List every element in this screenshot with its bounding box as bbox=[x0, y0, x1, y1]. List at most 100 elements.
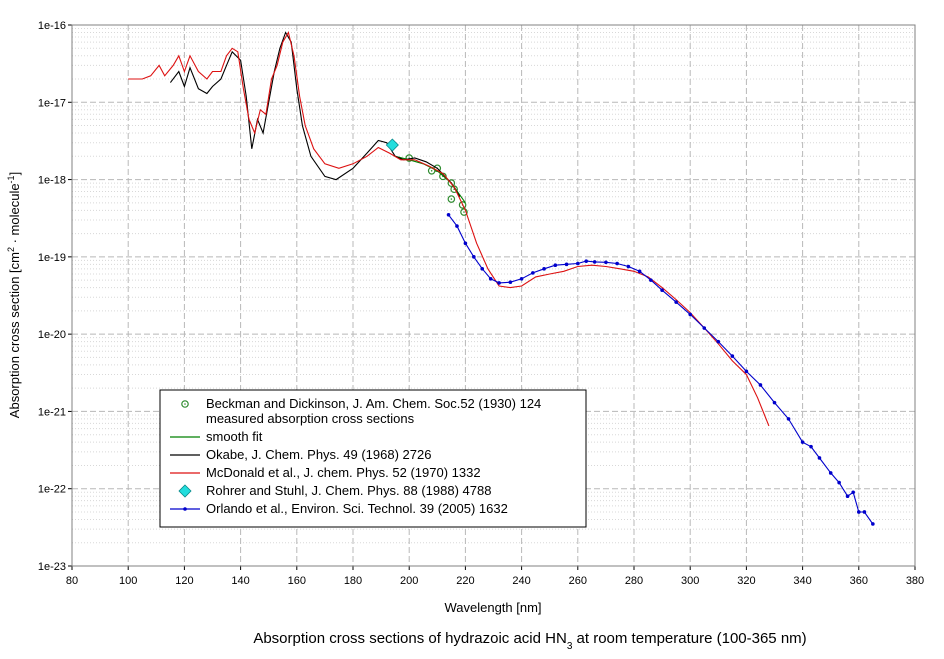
marker bbox=[183, 507, 187, 511]
marker bbox=[837, 480, 841, 485]
marker-center bbox=[450, 198, 453, 200]
y-axis-title-part: ] bbox=[7, 172, 22, 176]
plot-area bbox=[128, 31, 875, 526]
marker bbox=[871, 522, 875, 526]
marker bbox=[458, 201, 467, 209]
marker-center bbox=[430, 169, 433, 172]
x-tick-label: 120 bbox=[175, 575, 193, 587]
marker bbox=[857, 510, 861, 514]
marker-center bbox=[184, 403, 186, 405]
marker bbox=[851, 490, 855, 495]
marker bbox=[800, 440, 805, 444]
legend: Beckman and Dickinson, J. Am. Chem. Soc.… bbox=[159, 389, 587, 528]
marker bbox=[817, 456, 822, 460]
grid bbox=[68, 24, 916, 570]
marker bbox=[178, 484, 192, 498]
legend-label: Orlando et al., Environ. Sci. Technol. 3… bbox=[206, 501, 508, 516]
marker bbox=[604, 260, 608, 265]
chart-title-part: at room temperature (100-365 nm) bbox=[572, 630, 806, 647]
x-tick-label: 380 bbox=[906, 575, 924, 587]
series-line bbox=[128, 31, 770, 427]
marker bbox=[446, 213, 451, 217]
marker bbox=[626, 264, 631, 269]
y-axis-title-sup: 2 bbox=[6, 247, 16, 252]
x-tick-label: 220 bbox=[456, 575, 474, 587]
marker bbox=[828, 471, 833, 475]
marker bbox=[542, 267, 546, 271]
marker bbox=[584, 259, 589, 263]
marker bbox=[702, 326, 707, 330]
x-tick-label: 240 bbox=[512, 575, 530, 587]
marker bbox=[564, 262, 569, 267]
marker-center bbox=[463, 211, 465, 213]
marker bbox=[649, 278, 653, 282]
x-tick-label: 140 bbox=[231, 575, 249, 587]
marker bbox=[772, 400, 777, 405]
marker bbox=[862, 510, 867, 514]
legend-label: McDonald et al., J. chem. Phys. 52 (1970… bbox=[206, 465, 481, 480]
y-axis-title: Absorption cross section [cm2 · molecule… bbox=[6, 172, 22, 418]
y-axis-title-sup: -1 bbox=[6, 175, 16, 183]
x-tick-label: 160 bbox=[288, 575, 306, 587]
x-tick-label: 320 bbox=[737, 575, 755, 587]
marker bbox=[531, 271, 535, 275]
x-tick-label: 260 bbox=[569, 575, 587, 587]
x-axis-title: Wavelength [nm] bbox=[444, 600, 541, 615]
x-tick-label: 80 bbox=[66, 575, 78, 587]
legend-label: measured absorption cross sections bbox=[206, 411, 415, 426]
legend-label: Beckman and Dickinson, J. Am. Chem. Soc.… bbox=[206, 396, 541, 411]
marker bbox=[637, 269, 642, 274]
x-tick-label: 200 bbox=[400, 575, 418, 587]
marker bbox=[460, 208, 468, 216]
y-tick-label: 1e-16 bbox=[38, 20, 66, 32]
marker bbox=[450, 185, 458, 194]
x-tick-label: 360 bbox=[850, 575, 868, 587]
marker bbox=[576, 261, 580, 266]
marker bbox=[385, 138, 399, 152]
x-tick-label: 100 bbox=[119, 575, 137, 587]
marker bbox=[497, 281, 501, 285]
chart-title: Absorption cross sections of hydrazoic a… bbox=[253, 630, 806, 652]
marker bbox=[447, 179, 456, 187]
y-axis-title-part: · molecule bbox=[7, 183, 22, 247]
y-tick-label: 1e-23 bbox=[38, 561, 66, 573]
legend-label: smooth fit bbox=[206, 429, 263, 444]
marker bbox=[447, 195, 456, 203]
y-tick-label: 1e-17 bbox=[38, 97, 66, 109]
marker bbox=[181, 400, 189, 408]
legend-label: Rohrer and Stuhl, J. Chem. Phys. 88 (198… bbox=[206, 483, 491, 498]
marker bbox=[615, 261, 619, 266]
marker bbox=[553, 263, 558, 267]
x-tick-label: 300 bbox=[681, 575, 699, 587]
x-tick-label: 340 bbox=[793, 575, 811, 587]
y-tick-label: 1e-21 bbox=[38, 406, 66, 418]
marker bbox=[480, 267, 485, 271]
marker bbox=[519, 277, 524, 281]
marker bbox=[674, 300, 678, 304]
chart-title-part: Absorption cross sections of hydrazoic a… bbox=[253, 630, 566, 647]
x-tick-label: 180 bbox=[344, 575, 362, 587]
y-tick-label: 1e-19 bbox=[38, 252, 66, 264]
marker bbox=[488, 277, 493, 281]
x-tick-label: 280 bbox=[625, 575, 643, 587]
y-tick-label: 1e-20 bbox=[38, 329, 66, 341]
marker bbox=[744, 369, 749, 374]
marker bbox=[845, 494, 850, 499]
legend-label: Okabe, J. Chem. Phys. 49 (1968) 2726 bbox=[206, 447, 431, 462]
y-axis-title-part: Absorption cross section [cm bbox=[7, 252, 22, 418]
marker bbox=[809, 444, 813, 449]
marker bbox=[508, 280, 513, 284]
marker bbox=[730, 354, 735, 358]
legend-box bbox=[159, 389, 587, 528]
marker bbox=[472, 255, 476, 259]
marker bbox=[455, 224, 459, 228]
chart-title-sub: 3 bbox=[567, 641, 573, 652]
marker bbox=[758, 383, 763, 387]
plot-frame bbox=[71, 24, 916, 567]
marker bbox=[786, 417, 791, 421]
marker bbox=[716, 339, 721, 344]
marker bbox=[463, 241, 468, 246]
marker bbox=[660, 288, 664, 293]
